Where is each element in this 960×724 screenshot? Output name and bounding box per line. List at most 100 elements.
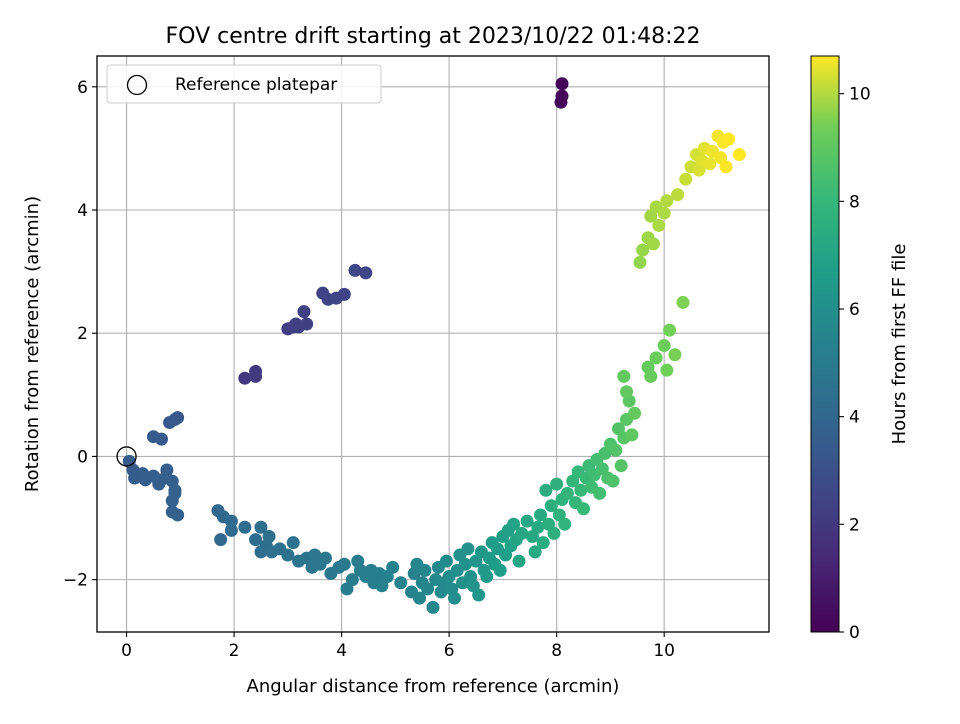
y-tick-label: 0	[77, 447, 88, 467]
x-axis-label: Angular distance from reference (arcmin)	[247, 676, 620, 697]
data-point	[286, 536, 300, 550]
data-point	[668, 348, 682, 362]
legend-marker-reference-platepar	[126, 74, 148, 96]
colorbar: 0 2 4 6 8 10 Hours from first FF file	[810, 55, 910, 643]
data-point	[224, 523, 238, 537]
data-point	[421, 582, 435, 596]
data-point	[652, 218, 666, 232]
y-axis-label: Rotation from reference (arcmin)	[22, 196, 43, 492]
data-point	[574, 483, 588, 497]
data-point	[657, 339, 671, 353]
data-point	[628, 406, 642, 420]
data-point	[413, 591, 427, 605]
data-point	[160, 463, 174, 477]
data-point	[163, 416, 177, 430]
data-point	[544, 499, 558, 513]
data-point	[719, 160, 733, 174]
data-point	[214, 533, 228, 547]
colorbar-tick-label: 10	[849, 85, 871, 105]
data-point	[448, 591, 462, 605]
data-point	[155, 432, 169, 446]
data-point	[165, 494, 179, 508]
data-point	[679, 172, 693, 186]
data-point	[609, 443, 623, 457]
data-point	[593, 486, 607, 500]
data-point	[297, 305, 311, 319]
data-point	[359, 266, 373, 280]
x-tick-label: 0	[121, 641, 132, 661]
data-point	[262, 530, 276, 544]
data-point	[472, 588, 486, 602]
x-tick-label: 4	[336, 641, 347, 661]
data-point	[337, 287, 351, 301]
data-point	[493, 563, 507, 577]
data-point	[606, 474, 620, 488]
data-point	[318, 551, 332, 565]
data-point	[577, 502, 591, 516]
plot-area-frame	[96, 55, 770, 633]
data-point	[550, 477, 564, 491]
data-point	[386, 560, 400, 574]
data-point	[300, 317, 314, 331]
legend-label-reference-platepar: Reference platepar	[175, 75, 337, 95]
data-point	[507, 517, 521, 531]
data-point	[418, 563, 432, 577]
data-point	[281, 548, 295, 562]
data-point	[249, 533, 263, 547]
colorbar-tick-label: 8	[849, 192, 860, 212]
data-point	[480, 570, 494, 584]
data-point	[515, 526, 529, 540]
colorbar-tick-label: 2	[849, 515, 860, 535]
data-point	[536, 536, 550, 550]
data-point	[337, 557, 351, 571]
colorbar-label: Hours from first FF file	[889, 244, 910, 445]
data-point	[528, 545, 542, 559]
scatter-points	[122, 77, 746, 614]
legend-box	[106, 64, 382, 104]
data-point	[238, 371, 252, 385]
data-point	[614, 459, 628, 473]
data-point	[555, 77, 569, 91]
data-point	[560, 486, 574, 500]
x-tick-label: 6	[444, 641, 455, 661]
data-point	[439, 554, 453, 568]
data-point	[171, 508, 185, 522]
data-point	[254, 520, 268, 534]
data-point	[224, 514, 238, 528]
data-point	[703, 157, 717, 171]
data-point	[289, 317, 303, 331]
y-tick-label: 2	[77, 324, 88, 344]
data-point	[660, 363, 674, 377]
colorbar-tick-label: 6	[849, 300, 860, 320]
data-point	[547, 526, 561, 540]
x-tick-label: 8	[551, 641, 562, 661]
data-point	[722, 132, 736, 146]
data-point	[554, 95, 568, 109]
data-point	[636, 243, 650, 257]
colorbar-tick-label: 0	[849, 623, 860, 643]
data-point	[617, 369, 631, 383]
data-point	[625, 428, 639, 442]
data-point	[644, 369, 658, 383]
reference-platepar-marker	[116, 446, 137, 467]
data-point	[531, 520, 545, 534]
data-point	[620, 385, 634, 399]
data-point	[657, 206, 671, 220]
colorbar-tick-label: 4	[849, 408, 860, 428]
colorbar-gradient	[810, 55, 840, 633]
x-tick-label: 2	[229, 641, 240, 661]
y-tick-label: 6	[77, 78, 88, 98]
x-tick-label: 10	[653, 641, 675, 661]
data-point	[646, 237, 660, 251]
legend[interactable]: Reference platepar	[106, 64, 382, 104]
data-point	[348, 263, 362, 277]
data-point	[426, 600, 440, 614]
data-point	[663, 323, 677, 337]
data-point	[458, 557, 472, 571]
data-point	[660, 194, 674, 208]
y-tick-label: 4	[77, 201, 88, 221]
data-point	[249, 369, 263, 383]
data-point	[671, 188, 685, 202]
colorbar-ticks: 0 2 4 6 8 10	[839, 85, 871, 643]
